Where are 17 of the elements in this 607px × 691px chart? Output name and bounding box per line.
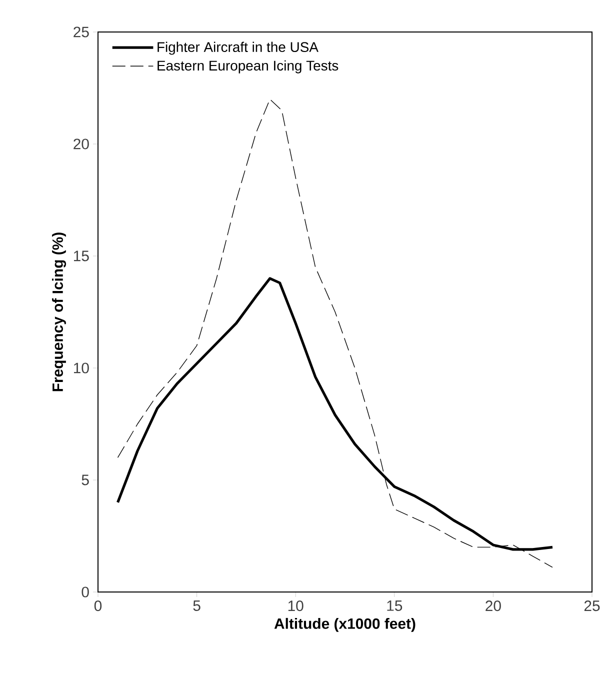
x-tick-label: 5: [193, 600, 200, 611]
y-tick-label: 5: [82, 474, 89, 486]
y-tick-label: 25: [74, 26, 89, 38]
line-series: [117, 98, 553, 568]
legend-label: Eastern European Icing Tests: [158, 60, 338, 74]
y-axis-title: Frequency of Icing (%): [52, 232, 66, 392]
x-tick-label: 15: [387, 600, 402, 611]
x-tick-label: 20: [486, 600, 501, 612]
x-tick-label: 25: [584, 600, 600, 612]
y-tick-label: 0: [82, 586, 89, 598]
x-tick-label: 0: [94, 600, 102, 612]
y-tick-label: 20: [74, 138, 89, 150]
x-tick-label: 10: [288, 600, 304, 612]
x-axis-title: Altitude (x1000 feet): [274, 618, 416, 632]
y-tick-label: 10: [74, 362, 89, 374]
y-tick-label: 15: [74, 250, 89, 262]
legend-label: Fighter Aircraft in the USA: [158, 42, 318, 55]
